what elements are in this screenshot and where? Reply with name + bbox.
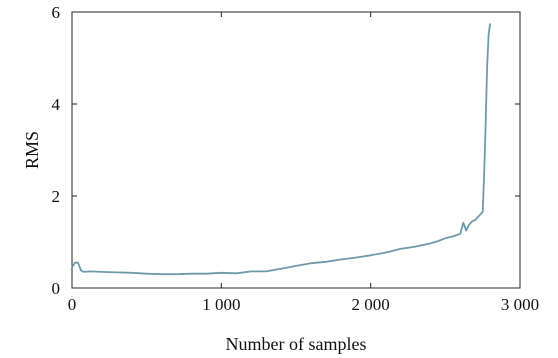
x-tick-label: 2 000 (352, 295, 390, 314)
x-axis-title: Number of samples (226, 334, 367, 354)
y-axis: 0 2 4 6 (52, 3, 520, 298)
y-tick-label: 4 (52, 95, 61, 114)
x-tick-label: 3 000 (501, 295, 539, 314)
rms-series-line (71, 23, 491, 276)
x-tick-label: 0 (68, 295, 77, 314)
plot-frame (71, 11, 521, 289)
y-tick-label: 0 (52, 279, 61, 298)
x-axis: 0 1 000 2 000 3 000 (68, 12, 539, 314)
y-axis-title: RMS (22, 131, 42, 169)
x-tick-label: 1 000 (202, 295, 240, 314)
y-tick-label: 2 (52, 187, 61, 206)
y-tick-label: 6 (52, 3, 61, 22)
